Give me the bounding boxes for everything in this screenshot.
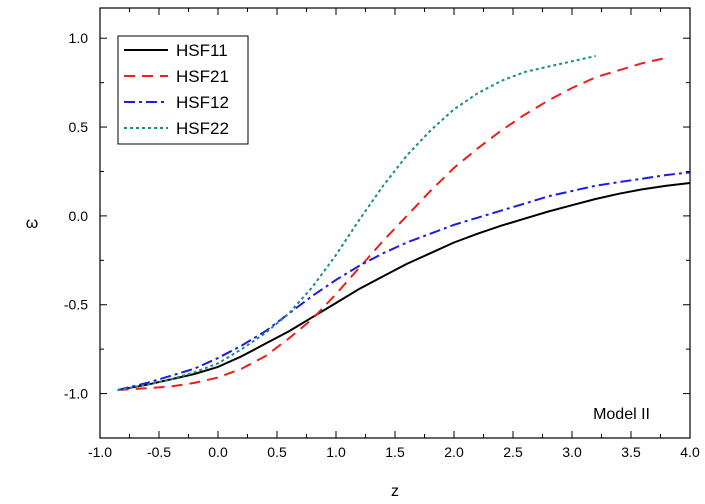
- legend-box: [117, 35, 249, 145]
- x-tick-label: 3.5: [621, 444, 641, 460]
- legend-label-hsf11: HSF11: [176, 41, 228, 60]
- series-line-hsf21: [117, 56, 667, 391]
- x-tick-label: 2.0: [444, 444, 464, 460]
- x-tick-label: 4.0: [680, 444, 700, 460]
- x-tick-label: 3.0: [562, 444, 582, 460]
- x-tick-label: -0.5: [147, 444, 171, 460]
- series-line-hsf22: [117, 55, 596, 391]
- y-tick-label: 0.5: [69, 119, 89, 135]
- ticks: [99, 8, 691, 438]
- legend: HSF11 HSF21 HSF12 HSF22: [117, 35, 249, 145]
- x-tick-label: 2.5: [503, 444, 523, 460]
- model-annotation: Model II: [593, 406, 650, 423]
- y-tick-label: 0.0: [69, 208, 89, 224]
- x-tick-label: 1.0: [326, 444, 346, 460]
- legend-label-hsf22: HSF22: [176, 119, 229, 138]
- x-tick-label: 0.5: [267, 444, 287, 460]
- y-tick-label: -1.0: [64, 386, 88, 402]
- y-tick-label: 1.0: [69, 30, 89, 46]
- tick-labels: -1.0 -0.5 0.0 0.5 1.0 1.5 2.0 2.5 3.0 3.5 4.0 -1.0 -…: [64, 30, 700, 460]
- x-tick-label: 0.0: [208, 444, 228, 460]
- y-axis-label: ω: [26, 215, 39, 232]
- x-tick-label: 1.5: [385, 444, 405, 460]
- legend-label-hsf21: HSF21: [176, 67, 229, 86]
- x-tick-label: -1.0: [88, 444, 112, 460]
- x-axis-label: z: [391, 483, 399, 500]
- series-line-hsf11: [117, 182, 691, 391]
- plot-series: [117, 55, 691, 391]
- legend-label-hsf12: HSF12: [176, 93, 229, 112]
- series-line-hsf12: [117, 171, 691, 391]
- y-tick-label: -0.5: [64, 297, 88, 313]
